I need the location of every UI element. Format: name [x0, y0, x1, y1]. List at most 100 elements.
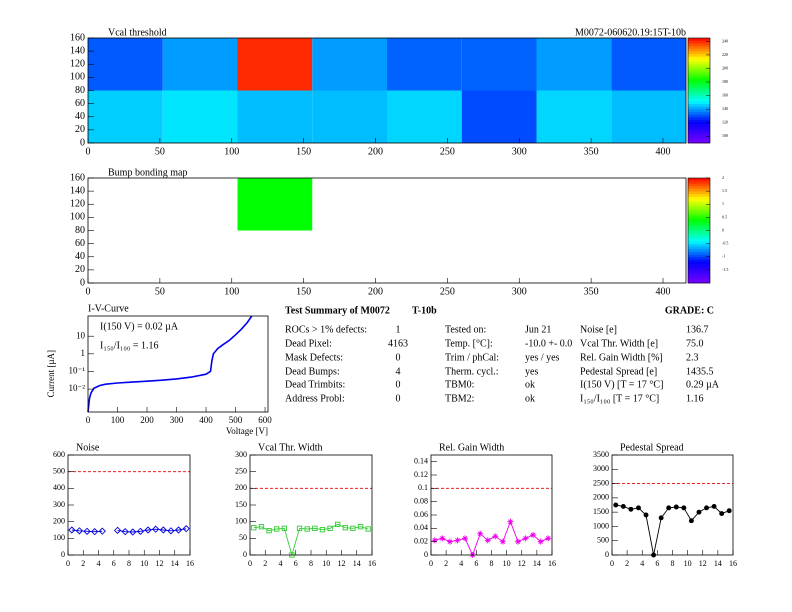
x-tick-label: 350 — [584, 286, 599, 297]
marker — [342, 525, 348, 531]
colorbar-step — [688, 101, 710, 104]
y-tick-label: 60 — [75, 98, 85, 109]
y-tick-label: 0 — [605, 550, 609, 559]
x-tick-label: 2 — [263, 559, 267, 568]
x-tick-label: 8 — [490, 559, 494, 568]
y-axis-label: Current [µA] — [46, 350, 56, 397]
marker — [613, 502, 619, 508]
x-tick-label: 100 — [111, 415, 125, 425]
heatmap-cell — [88, 38, 163, 91]
heatmap-cell — [237, 90, 313, 143]
y-tick-label: 500 — [597, 536, 609, 545]
panel: I-V-Curve Voltage [V] Current [µA] I(150 V)… — [46, 303, 272, 436]
summary-value: ok — [525, 379, 535, 390]
colorbar-step — [688, 191, 710, 195]
marker — [83, 527, 91, 535]
marker — [681, 505, 687, 511]
summary-value: 0 — [396, 393, 401, 404]
summary-label: Dead Trimbits: — [285, 379, 345, 390]
colorbar-label: 2 — [722, 175, 724, 180]
y-tick-label: 300 — [53, 500, 65, 509]
marker — [281, 525, 287, 531]
y-tick-label: 500 — [53, 466, 65, 475]
summary-value: 4163 — [388, 338, 408, 349]
colorbar-step — [688, 183, 710, 187]
panel: Pedestal Spread 0 2 4 6 8 10 12 14 16 0 500 1000 1500… — [593, 442, 737, 568]
heatmap-cell — [162, 90, 238, 143]
x-tick-label: 200 — [368, 146, 383, 157]
colorbar-step — [688, 209, 710, 213]
y-tick-label: 400 — [53, 483, 65, 492]
marker — [182, 525, 190, 533]
colorbar-step — [688, 108, 710, 112]
chart-title: Vcal threshold — [108, 27, 167, 38]
y-tick-label: 0 — [80, 277, 85, 288]
marker — [129, 528, 137, 536]
summary-label: Pedestal Spread [e] — [580, 366, 657, 377]
y-tick-label: 0 — [61, 550, 65, 559]
y-tick-label: 0.06 — [414, 510, 428, 519]
colorbar-step — [688, 43, 710, 47]
x-tick-label: 8 — [671, 559, 675, 568]
y-tick-label: 80 — [75, 85, 85, 96]
heatmap-cell — [162, 38, 238, 91]
marker — [144, 526, 152, 534]
summary-label: I(150 V) [T = 17 °C] — [580, 379, 663, 390]
test-summary: Test Summary of M0072 T-10b GRADE: C ROCs >… — [285, 305, 720, 404]
y-tick-label: 3000 — [593, 464, 609, 473]
colorbar-step — [688, 178, 710, 181]
colorbar-step — [688, 87, 710, 91]
x-tick-label: 300 — [512, 146, 527, 157]
y-tick-label: 2500 — [593, 478, 609, 487]
x-tick-label: 10 — [684, 559, 692, 568]
marker — [167, 527, 175, 535]
x-tick-label: 14 — [353, 559, 361, 568]
chart-title: Rel. Gain Width — [439, 442, 504, 453]
chart-title: Vcal Thr. Width — [258, 442, 323, 453]
colorbar-step — [688, 264, 710, 268]
marker — [327, 525, 333, 531]
x-tick-label: 250 — [440, 286, 455, 297]
colorbar-step — [688, 254, 710, 258]
x-tick-label: 300 — [512, 286, 527, 297]
colorbar-step — [688, 51, 710, 55]
marker — [711, 503, 717, 509]
x-tick-label: 6 — [474, 559, 478, 568]
colorbar-step — [688, 66, 710, 70]
colorbar-label: 140 — [722, 106, 728, 111]
y-tick-label: 20 — [75, 124, 85, 135]
summary-label: ROCs > 1% defects: — [285, 324, 367, 335]
chart-title: Bump bonding map — [108, 167, 187, 178]
marker — [258, 524, 265, 530]
summary-value: 4 — [396, 366, 401, 377]
colorbar-step — [688, 93, 710, 97]
summary-label: Address Probl: — [285, 393, 345, 404]
x-tick-label: 0 — [429, 559, 433, 568]
summary-value: 1435.5 — [686, 366, 714, 377]
summary-value: 2.3 — [686, 352, 699, 363]
x-tick-label: 50 — [155, 286, 165, 297]
x-tick-label: 16 — [368, 559, 376, 568]
heatmap-cell — [461, 38, 537, 91]
colorbar-step — [688, 140, 710, 144]
marker — [274, 526, 280, 532]
colorbar-step — [688, 53, 710, 57]
y-tick-label: 1500 — [593, 507, 609, 516]
colorbar-step — [688, 59, 710, 62]
summary-value: 136.7 — [686, 324, 709, 335]
marker — [636, 505, 641, 511]
heatmap-cell — [461, 90, 537, 143]
y-tick-label: 0.14 — [414, 456, 428, 465]
summary-value: -10.0 +- 0.0 — [525, 338, 572, 349]
y-tick-label: 0 — [243, 550, 247, 559]
summary-label: Dead Pixel: — [285, 338, 332, 349]
x-tick-label: 6 — [112, 559, 116, 568]
x-tick-label: 16 — [186, 559, 194, 568]
colorbar-label: 0 — [722, 227, 724, 232]
summary-value: yes — [525, 366, 538, 377]
heatmap-cell — [312, 90, 387, 143]
y-tick-label: 1000 — [593, 521, 609, 530]
summary-value: 0 — [396, 379, 401, 390]
x-tick-label: 250 — [440, 146, 455, 157]
marker — [704, 505, 709, 511]
